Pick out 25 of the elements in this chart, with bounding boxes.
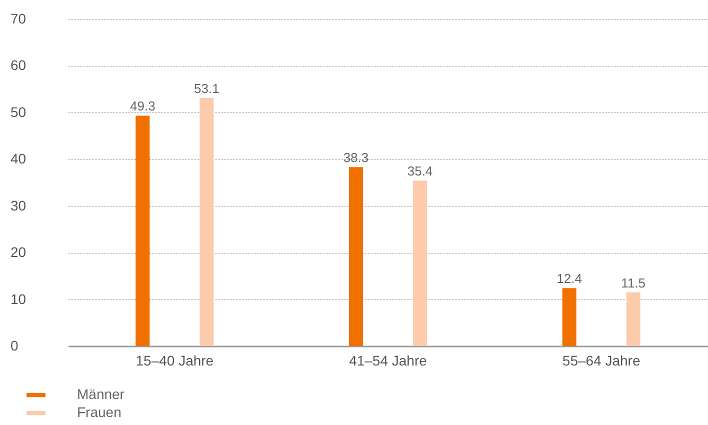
- y-tick-label: 20: [10, 244, 26, 260]
- data-label: 38.3: [343, 150, 369, 166]
- data-label: 12.4: [556, 271, 582, 286]
- bar: [562, 288, 576, 346]
- bar: [413, 180, 428, 346]
- bar: [348, 167, 363, 346]
- legend-label: Frauen: [77, 404, 122, 420]
- y-tick-label: 10: [10, 290, 26, 307]
- bar: [136, 116, 150, 346]
- x-tick-label: 15–40 Jahre: [136, 352, 214, 368]
- bar: [626, 292, 640, 346]
- data-label: 53.1: [194, 80, 220, 96]
- y-tick-label: 0: [10, 338, 18, 354]
- y-tick-label: 70: [10, 10, 26, 26]
- y-tick-label: 30: [10, 197, 26, 214]
- y-tick-label: 40: [10, 150, 26, 167]
- bar: [200, 98, 214, 346]
- x-tick-label: 41–54 Jahre: [349, 352, 428, 368]
- x-tick-label: 55–64 Jahre: [562, 352, 640, 368]
- y-tick-label: 60: [10, 57, 26, 74]
- data-label: 35.4: [407, 164, 433, 179]
- data-label: 49.3: [130, 98, 156, 114]
- legend-label: Männer: [77, 386, 125, 402]
- data-label: 11.5: [621, 275, 646, 290]
- y-tick-label: 50: [10, 104, 26, 120]
